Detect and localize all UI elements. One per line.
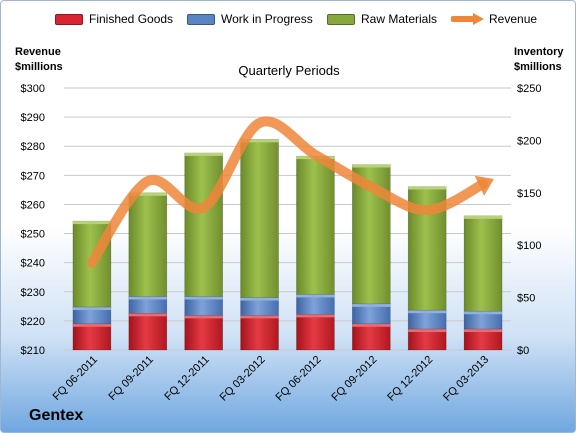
bar-cap-finished-goods bbox=[296, 314, 335, 318]
bar-raw-materials bbox=[184, 152, 223, 297]
x-tick-label: FQ 09-2011 bbox=[107, 354, 156, 403]
bar-cap-raw-materials bbox=[240, 139, 279, 143]
x-tick-label: FQ 06-2012 bbox=[274, 354, 324, 404]
right-axis-title-line2: $millions bbox=[514, 61, 562, 73]
bar-raw-materials bbox=[128, 192, 168, 297]
bar-cap-finished-goods bbox=[72, 323, 111, 327]
legend-label-work-in-progress: Work in Progress bbox=[221, 12, 313, 26]
bar-cap-raw-materials bbox=[408, 186, 447, 190]
legend-item-revenue: Revenue bbox=[451, 11, 537, 27]
bar-cap-raw-materials bbox=[184, 152, 223, 156]
bar-cap-finished-goods bbox=[408, 329, 447, 333]
bar-finished-goods bbox=[128, 313, 168, 351]
legend-swatch-revenue bbox=[451, 13, 484, 25]
bar-cap-finished-goods bbox=[352, 323, 391, 327]
x-tick-label: FQ 03-2013 bbox=[441, 354, 491, 404]
legend-swatch-finished-goods bbox=[55, 13, 83, 25]
bar-cap-raw-materials bbox=[352, 164, 391, 168]
bar-finished-goods bbox=[352, 323, 391, 351]
right-tick-label: $250 bbox=[517, 83, 541, 95]
bar-cap-work-in-progress bbox=[352, 303, 391, 307]
bar-finished-goods bbox=[463, 328, 503, 351]
left-tick-label: $250 bbox=[21, 229, 45, 241]
bar-cap-raw-materials bbox=[128, 192, 167, 196]
bar-raw-materials bbox=[463, 215, 503, 312]
x-tick-label: FQ 12-2012 bbox=[385, 354, 435, 404]
bar-raw-materials bbox=[240, 139, 279, 298]
left-tick-label: $280 bbox=[21, 141, 45, 153]
bar-finished-goods bbox=[72, 323, 112, 351]
left-tick-label: $260 bbox=[21, 199, 45, 211]
legend-label-finished-goods: Finished Goods bbox=[89, 12, 174, 26]
bar-finished-goods bbox=[240, 315, 279, 351]
company-name: Gentex bbox=[29, 407, 84, 424]
revenue-line bbox=[86, 116, 489, 268]
revenue-arrowhead bbox=[474, 175, 494, 196]
left-tick-label: $300 bbox=[21, 83, 45, 95]
legend-label-revenue: Revenue bbox=[489, 12, 538, 26]
right-axis-title-line1: Inventory bbox=[514, 46, 564, 58]
legend-item-raw-materials: Raw Materials bbox=[327, 11, 437, 27]
x-tick-label: FQ 09-2012 bbox=[329, 354, 379, 404]
bar-cap-finished-goods bbox=[184, 315, 223, 319]
bar-cap-work-in-progress bbox=[72, 307, 111, 311]
bar-finished-goods bbox=[407, 328, 447, 351]
left-tick-label: $230 bbox=[21, 287, 45, 299]
bar-cap-work-in-progress bbox=[408, 310, 447, 314]
legend-swatch-work-in-progress bbox=[187, 13, 215, 25]
bar-cap-work-in-progress bbox=[128, 296, 167, 300]
right-axis-title: Inventory $millions bbox=[514, 45, 564, 75]
bar-cap-finished-goods bbox=[128, 313, 167, 317]
right-tick-label: $150 bbox=[517, 188, 541, 200]
x-tick-label: FQ 12-2011 bbox=[162, 354, 211, 403]
bar-cap-finished-goods bbox=[240, 315, 279, 319]
x-tick-label: FQ 06-2011 bbox=[51, 354, 100, 403]
legend-item-work-in-progress: Work in Progress bbox=[187, 11, 313, 27]
legend: Finished Goods Work in Progress Raw Mate… bbox=[1, 1, 575, 31]
bar-cap-raw-materials bbox=[72, 221, 111, 225]
left-tick-label: $270 bbox=[21, 170, 45, 182]
bar-finished-goods bbox=[184, 315, 223, 351]
bar-cap-work-in-progress bbox=[296, 294, 335, 298]
right-tick-label: $50 bbox=[517, 293, 535, 305]
left-tick-label: $210 bbox=[21, 345, 45, 357]
left-tick-label: $240 bbox=[21, 258, 45, 270]
legend-label-raw-materials: Raw Materials bbox=[361, 12, 438, 26]
chart-subtitle: Quarterly Periods bbox=[238, 63, 340, 78]
right-tick-label: $200 bbox=[517, 135, 541, 147]
legend-item-finished-goods: Finished Goods bbox=[55, 11, 173, 27]
x-tick-label: FQ 03-2012 bbox=[218, 354, 268, 404]
left-axis-title: Revenue $millions bbox=[15, 45, 63, 75]
right-tick-label: $100 bbox=[517, 240, 541, 252]
bar-cap-finished-goods bbox=[464, 329, 503, 333]
left-axis-title-line1: Revenue bbox=[15, 46, 61, 58]
bar-cap-raw-materials bbox=[464, 215, 503, 219]
bar-cap-work-in-progress bbox=[240, 297, 279, 301]
legend-swatch-raw-materials bbox=[327, 13, 355, 25]
bar-cap-work-in-progress bbox=[464, 311, 503, 315]
left-tick-label: $220 bbox=[21, 316, 45, 328]
bar-cap-work-in-progress bbox=[184, 296, 223, 300]
left-tick-label: $290 bbox=[21, 112, 45, 124]
bar-finished-goods bbox=[296, 314, 335, 351]
left-axis-title-line2: $millions bbox=[15, 61, 63, 73]
right-tick-label: $0 bbox=[517, 345, 529, 357]
bar-raw-materials bbox=[296, 155, 335, 295]
